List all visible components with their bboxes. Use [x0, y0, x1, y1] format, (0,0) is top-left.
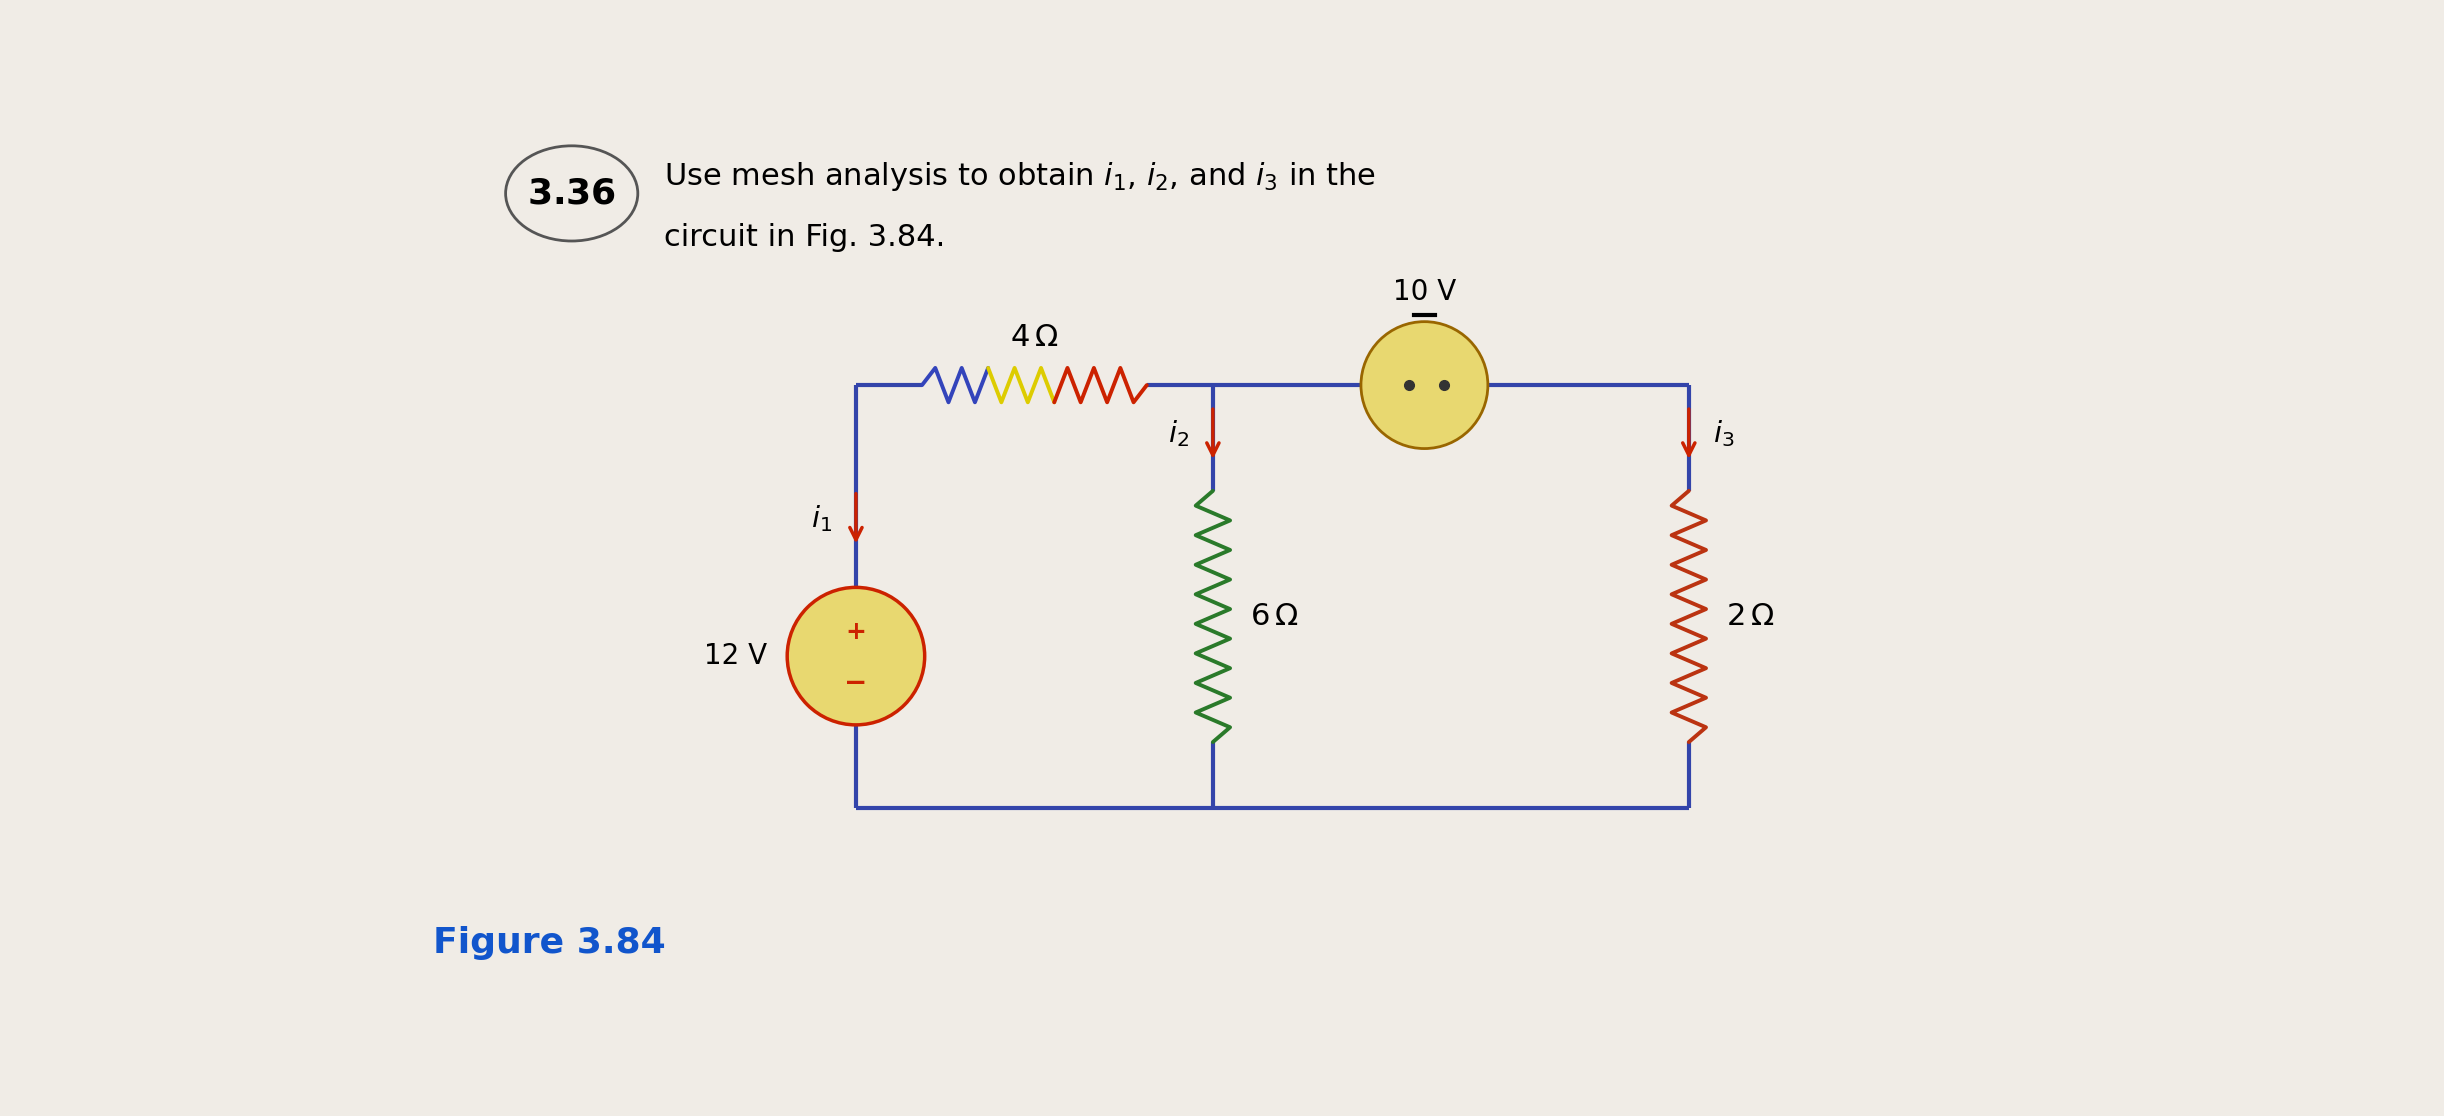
Text: circuit in Fig. 3.84.: circuit in Fig. 3.84.: [665, 222, 946, 251]
Text: 10 V: 10 V: [1393, 278, 1457, 306]
Text: $i_2$: $i_2$: [1168, 418, 1190, 450]
Text: −: −: [843, 668, 868, 696]
Text: Figure 3.84: Figure 3.84: [433, 926, 665, 960]
Circle shape: [787, 587, 924, 725]
Text: Use mesh analysis to obtain $i_1$, $i_2$, and $i_3$ in the: Use mesh analysis to obtain $i_1$, $i_2$…: [665, 160, 1376, 193]
Text: +: +: [846, 620, 865, 644]
Text: $2\,\Omega$: $2\,\Omega$: [1725, 602, 1774, 631]
Circle shape: [1361, 321, 1488, 449]
Text: 12 V: 12 V: [704, 642, 767, 670]
Text: $i_3$: $i_3$: [1713, 418, 1735, 450]
Text: $4\,\Omega$: $4\,\Omega$: [1009, 323, 1058, 352]
Text: $\mathbf{3.36}$: $\mathbf{3.36}$: [528, 176, 616, 211]
Text: $6\,\Omega$: $6\,\Omega$: [1249, 602, 1298, 631]
Text: $i_1$: $i_1$: [811, 503, 831, 535]
